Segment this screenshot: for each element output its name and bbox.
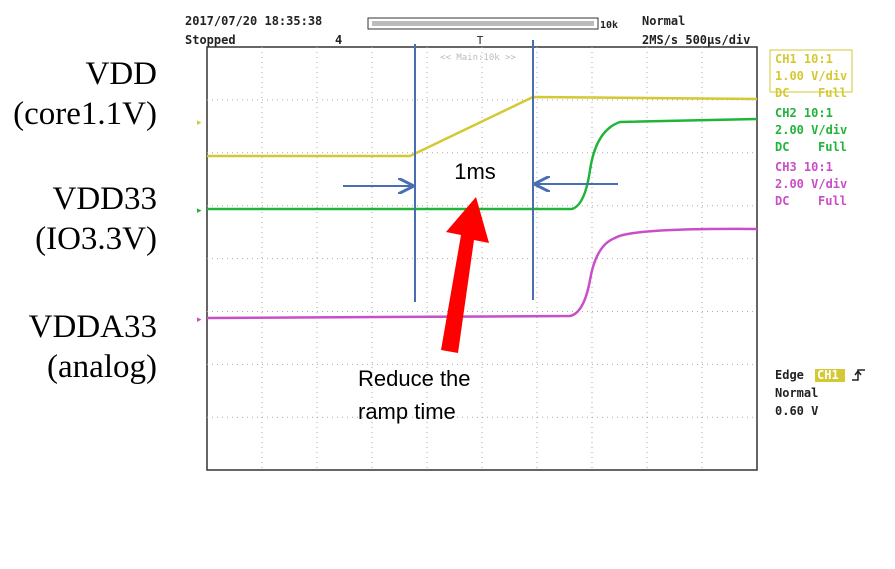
mode: Normal xyxy=(642,14,685,28)
edge-icon xyxy=(852,369,865,381)
record-fill xyxy=(372,21,594,26)
interval-label: 1ms xyxy=(454,159,496,184)
trace-ch1 xyxy=(207,95,758,158)
channel-bandwidth: Full xyxy=(818,194,847,208)
channel-name: CH3 10:1 xyxy=(775,160,833,174)
ch2-marker: ▸ xyxy=(197,205,202,215)
channel-name: CH1 10:1 xyxy=(775,52,833,66)
note: ramp time xyxy=(358,399,456,424)
note: Reduce the xyxy=(358,366,471,391)
trigger-source: CH1 xyxy=(817,368,839,382)
signal-name: VDDA33 xyxy=(29,309,157,345)
signal-detail: (IO3.3V) xyxy=(35,221,157,257)
channel-bandwidth: Full xyxy=(818,86,847,100)
channel-coupling: DC xyxy=(775,140,789,154)
trigger-source-bg xyxy=(815,369,845,382)
signal-detail: (core1.1V) xyxy=(13,96,157,132)
timebase: 2MS/s 500µs/div xyxy=(642,33,750,47)
trace-ch3 xyxy=(206,227,758,320)
signal-name: VDD xyxy=(86,56,158,92)
channel-bandwidth: Full xyxy=(818,140,847,154)
channel-scale: 2.00 V/div xyxy=(775,177,847,191)
main-label: << Main:10k >> xyxy=(440,53,516,63)
grid xyxy=(207,47,757,470)
channel-name: CH2 10:1 xyxy=(775,106,833,120)
trigger-level: 0.60 V xyxy=(775,404,818,418)
red-arrow xyxy=(441,197,489,353)
signal-name: VDD33 xyxy=(53,181,158,217)
channel-coupling: DC xyxy=(775,194,789,208)
ch3-marker: ▸ xyxy=(197,314,202,324)
count: 4 xyxy=(335,33,342,47)
ch1-marker: ▸ xyxy=(197,117,202,127)
channel-scale: 1.00 V/div xyxy=(775,69,847,83)
trigger-pos: T xyxy=(477,34,484,47)
timestamp: 2017/07/20 18:35:38 xyxy=(185,14,322,28)
channel-coupling: DC xyxy=(775,86,789,100)
trigger-type: Edge xyxy=(775,368,804,382)
ch1-box xyxy=(769,49,853,93)
status: Stopped xyxy=(185,33,236,47)
channel-scale: 2.00 V/div xyxy=(775,123,847,137)
trace-ch2 xyxy=(207,117,758,211)
record-length: 10k xyxy=(600,20,618,31)
signal-detail: (analog) xyxy=(47,349,157,385)
trigger-mode: Normal xyxy=(775,386,818,400)
